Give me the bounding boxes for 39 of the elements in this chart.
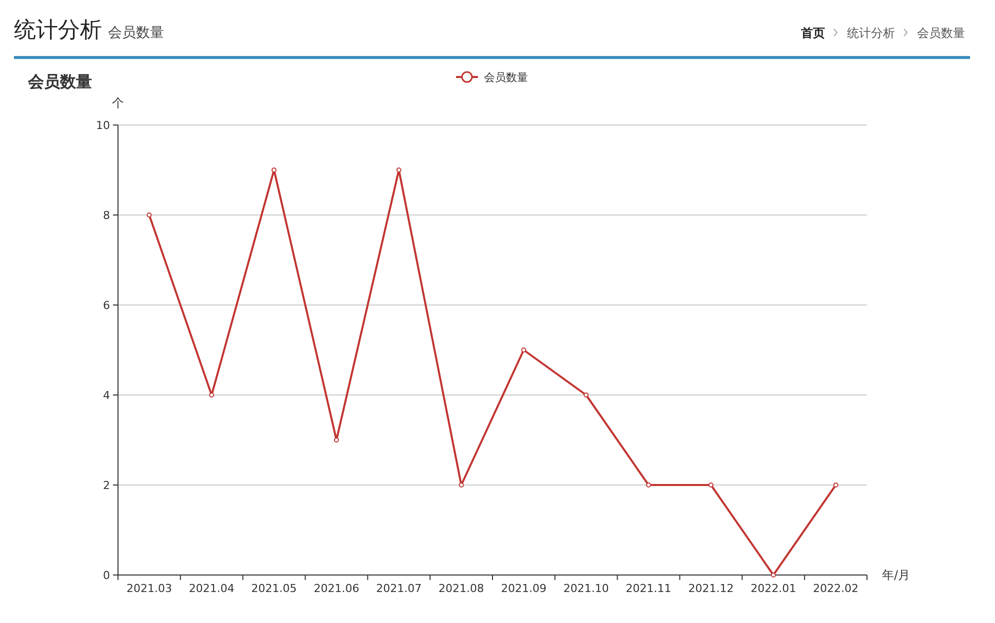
x-tick-label: 2021.09 bbox=[500, 582, 546, 595]
text: 首页 bbox=[800, 26, 825, 40]
chart-subtitle: 会员数量 bbox=[108, 25, 164, 41]
x-tick-label: 2021.07 bbox=[376, 582, 422, 595]
x-tick-label: 2022.01 bbox=[750, 582, 796, 595]
point bbox=[334, 438, 339, 442]
point bbox=[458, 482, 464, 488]
point bbox=[708, 482, 714, 488]
y-tick-label: 8 bbox=[103, 209, 110, 222]
text: 会员数量 bbox=[917, 26, 965, 40]
y-axis-title: 个 bbox=[112, 96, 124, 110]
x-tick-label: 2021.08 bbox=[438, 582, 484, 595]
text: 统计分析 bbox=[847, 26, 895, 40]
point bbox=[584, 392, 589, 398]
x-tick-label: 2021.10 bbox=[563, 582, 609, 595]
point bbox=[146, 212, 152, 218]
y-tick-label: 6 bbox=[103, 299, 110, 312]
text: 会员数量 bbox=[27, 72, 92, 91]
x-tick-label: 2021.04 bbox=[188, 582, 234, 595]
x-tick-label: 2021.11 bbox=[626, 582, 672, 595]
point bbox=[209, 392, 214, 398]
point bbox=[396, 168, 402, 172]
x-tick-label: 2021.03 bbox=[126, 582, 172, 595]
y-tick-label: 4 bbox=[103, 389, 110, 402]
x-tick-label: 2021.05 bbox=[251, 582, 297, 595]
y-tick-label: 10 bbox=[96, 119, 110, 132]
point bbox=[521, 348, 526, 352]
x-tick-label: 2021.06 bbox=[314, 582, 360, 595]
point bbox=[272, 168, 277, 172]
point bbox=[646, 482, 652, 488]
legend-label: 会员数量 bbox=[484, 71, 528, 84]
x-tick-label: 2022.02 bbox=[813, 582, 859, 595]
point bbox=[833, 482, 838, 488]
x-axis-title: 年/月 bbox=[882, 568, 910, 582]
x-tick-label: 2021.12 bbox=[688, 582, 734, 595]
y-tick-label: 0 bbox=[103, 569, 110, 582]
chart-title: 统计分析 bbox=[14, 18, 102, 43]
y-tick-label: 2 bbox=[103, 479, 110, 492]
point bbox=[770, 572, 776, 578]
